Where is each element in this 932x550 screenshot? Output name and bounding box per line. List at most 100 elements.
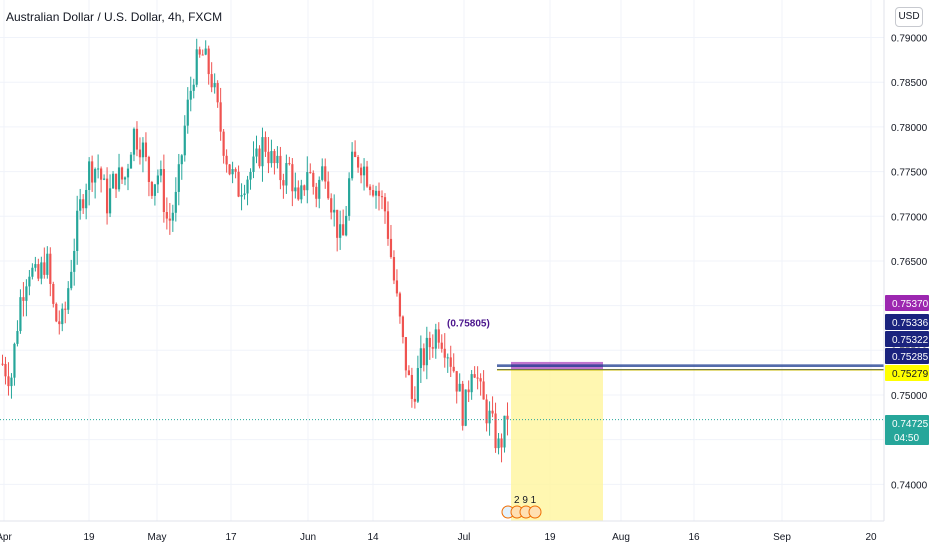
candle <box>156 175 159 185</box>
y-tick-label: 0.77000 <box>891 212 928 223</box>
candle <box>192 84 195 91</box>
candle <box>377 190 381 197</box>
candle <box>345 215 348 236</box>
candle <box>371 190 375 196</box>
x-tick-label: Sep <box>773 532 791 543</box>
candle <box>88 161 91 190</box>
candle <box>150 182 154 196</box>
candle <box>276 155 279 164</box>
x-tick-label: Jul <box>458 532 471 543</box>
candle <box>255 148 258 157</box>
x-tick-label: Jun <box>300 532 316 543</box>
event-icon[interactable] <box>528 505 542 519</box>
candle <box>240 195 243 197</box>
candle <box>294 187 297 192</box>
candle <box>392 257 396 281</box>
currency-button[interactable]: USD <box>895 7 923 27</box>
candle <box>348 178 351 216</box>
candle <box>356 156 360 168</box>
candle <box>37 264 40 279</box>
candle <box>165 212 168 219</box>
candle <box>365 166 369 187</box>
current-price-tag <box>885 415 929 445</box>
candle <box>470 374 473 393</box>
candle <box>458 383 461 392</box>
candle <box>25 286 28 301</box>
candle <box>67 288 70 310</box>
candle <box>398 293 402 317</box>
candle <box>455 371 458 392</box>
price-tag-label: 0.75370 <box>892 299 929 310</box>
candle <box>336 209 339 238</box>
candle <box>434 329 437 349</box>
y-tick-label: 0.78500 <box>891 78 928 89</box>
candle <box>159 169 162 176</box>
candle <box>28 276 31 287</box>
candle <box>279 155 282 181</box>
candle <box>177 164 180 192</box>
candle <box>467 389 470 393</box>
y-tick-label: 0.78000 <box>891 123 928 134</box>
candle <box>282 180 285 186</box>
event-markers <box>501 505 542 519</box>
chart-title: Australian Dollar / U.S. Dollar, 4h, FXC… <box>6 10 223 24</box>
candle <box>309 172 312 174</box>
candle <box>135 128 139 150</box>
candle <box>368 186 372 191</box>
candle <box>395 280 399 294</box>
x-tick-label: 20 <box>865 532 877 543</box>
price-tag-label: 0.75285 <box>892 352 929 363</box>
candle <box>327 181 330 199</box>
price-axis <box>884 0 932 550</box>
price-tag <box>885 331 929 347</box>
events-label: 2 9 1 <box>514 495 537 506</box>
candle <box>359 167 363 176</box>
candle <box>488 410 491 424</box>
candle <box>291 164 294 192</box>
candle <box>117 167 121 190</box>
candle <box>419 348 422 369</box>
candle <box>201 54 204 56</box>
candle <box>389 238 393 258</box>
candle <box>97 168 100 170</box>
candle <box>219 102 222 132</box>
candle <box>312 172 315 187</box>
candle <box>16 331 19 344</box>
candle <box>144 142 148 158</box>
candle <box>410 374 413 399</box>
y-tick-label: 0.75000 <box>891 391 928 402</box>
candle <box>491 410 494 414</box>
candle <box>198 49 201 55</box>
candle <box>55 303 58 322</box>
candle <box>461 383 464 426</box>
candle <box>61 308 64 325</box>
candle <box>315 186 318 199</box>
candle <box>228 164 231 175</box>
candle <box>70 271 73 289</box>
price-tag <box>885 314 929 330</box>
candle <box>40 262 43 279</box>
candle <box>297 187 300 200</box>
price-tag <box>885 348 929 364</box>
candle <box>123 177 127 180</box>
candle <box>494 413 497 449</box>
candle <box>234 169 237 172</box>
x-tick-label: 19 <box>83 532 95 543</box>
candle <box>186 99 189 126</box>
candle <box>162 169 165 213</box>
candle <box>222 131 225 156</box>
candle <box>171 212 174 221</box>
candle <box>464 389 467 426</box>
price-tag <box>885 295 929 311</box>
candle <box>473 374 476 378</box>
candle <box>100 168 103 180</box>
candle <box>52 283 55 304</box>
candle <box>446 357 449 359</box>
x-tick-label: Aug <box>612 532 630 543</box>
candle <box>422 348 425 366</box>
stop-zone <box>511 370 603 531</box>
candle <box>476 377 479 379</box>
candle <box>482 381 485 400</box>
candle <box>246 179 249 194</box>
